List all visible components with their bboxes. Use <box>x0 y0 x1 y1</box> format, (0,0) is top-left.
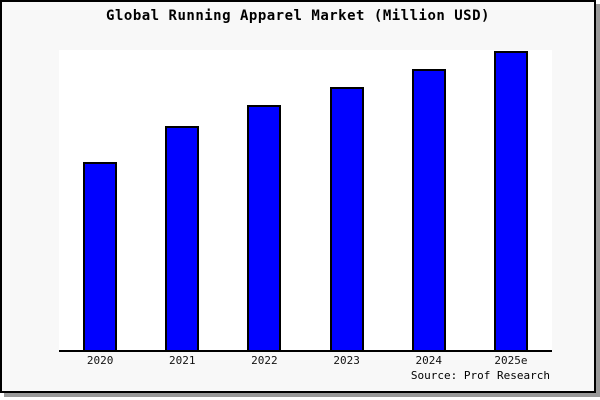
bar-slot-2021 <box>141 50 223 350</box>
chart-title: Global Running Apparel Market (Million U… <box>106 8 490 24</box>
bar-slot-2025e <box>470 50 552 350</box>
bar-2023 <box>329 87 364 350</box>
bar-2020 <box>83 162 118 350</box>
bar-slot-2023 <box>306 50 388 350</box>
source-attribution: Source: Prof Research <box>410 369 550 382</box>
x-tick-label-2024: 2024 <box>415 354 443 367</box>
x-tick-label-2023: 2023 <box>333 354 360 367</box>
bar-slot-2024 <box>388 50 470 350</box>
x-tick-label-2025e: 2025e <box>494 354 528 367</box>
chart-panel: Global Running Apparel Market (Million U… <box>0 0 596 393</box>
bar-2025e <box>493 51 528 350</box>
x-tick-label-2022: 2022 <box>251 354 278 367</box>
x-tick-label-2021: 2021 <box>169 354 196 367</box>
x-tick-label-2020: 2020 <box>86 354 114 367</box>
x-axis-labels: 2020 2021 2022 2023 2024 2025e <box>59 354 552 367</box>
bar-slot-2020 <box>59 50 141 350</box>
bar-slot-2022 <box>223 50 305 350</box>
bar-2021 <box>165 126 200 350</box>
plot-area <box>59 50 552 352</box>
bar-2022 <box>247 105 282 350</box>
bar-2024 <box>411 69 446 350</box>
